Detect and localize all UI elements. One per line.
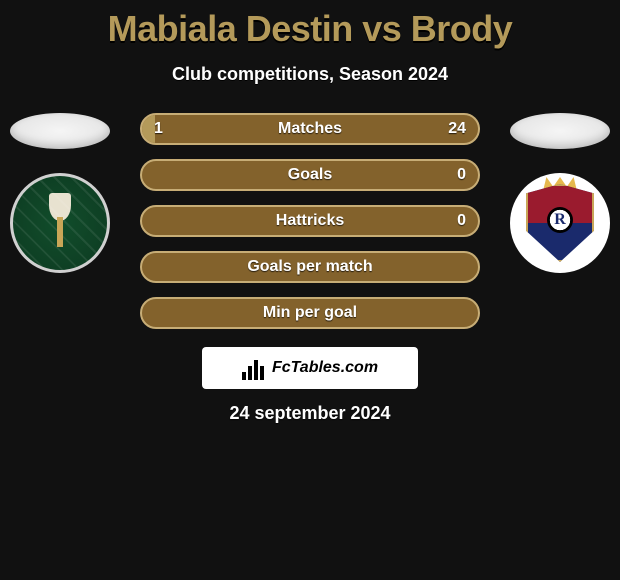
stat-label: Goals per match [247,258,372,276]
stat-label: Hattricks [276,212,344,230]
stat-label: Min per goal [263,304,357,322]
stat-bar: Goals per match [140,251,480,283]
right-team-badge: R [510,173,610,273]
stat-right-value: 0 [457,166,466,184]
stat-bar: 1 Matches 24 [140,113,480,145]
attribution-logo-icon [242,356,266,380]
stat-label: Matches [278,120,342,138]
attribution-text: FcTables.com [272,359,378,377]
left-player-column [0,113,120,273]
stat-right-value: 0 [457,212,466,230]
attribution-badge: FcTables.com [202,347,418,389]
comparison-panel: R 1 Matches 24 Goals 0 Hattricks 0 Goals per ma… [0,113,620,424]
stat-bar: Goals 0 [140,159,480,191]
right-player-column: R [500,113,620,273]
stat-left-value: 1 [154,120,163,138]
stat-bar: Min per goal [140,297,480,329]
page-title: Mabiala Destin vs Brody [0,0,620,50]
left-player-avatar [10,113,110,149]
date-label: 24 september 2024 [0,403,620,424]
subtitle: Club competitions, Season 2024 [0,64,620,85]
right-player-avatar [510,113,610,149]
left-team-badge [10,173,110,273]
stat-bar: Hattricks 0 [140,205,480,237]
stat-label: Goals [288,166,332,184]
stat-bars: 1 Matches 24 Goals 0 Hattricks 0 Goals per matc… [140,113,480,329]
stat-right-value: 24 [448,120,466,138]
